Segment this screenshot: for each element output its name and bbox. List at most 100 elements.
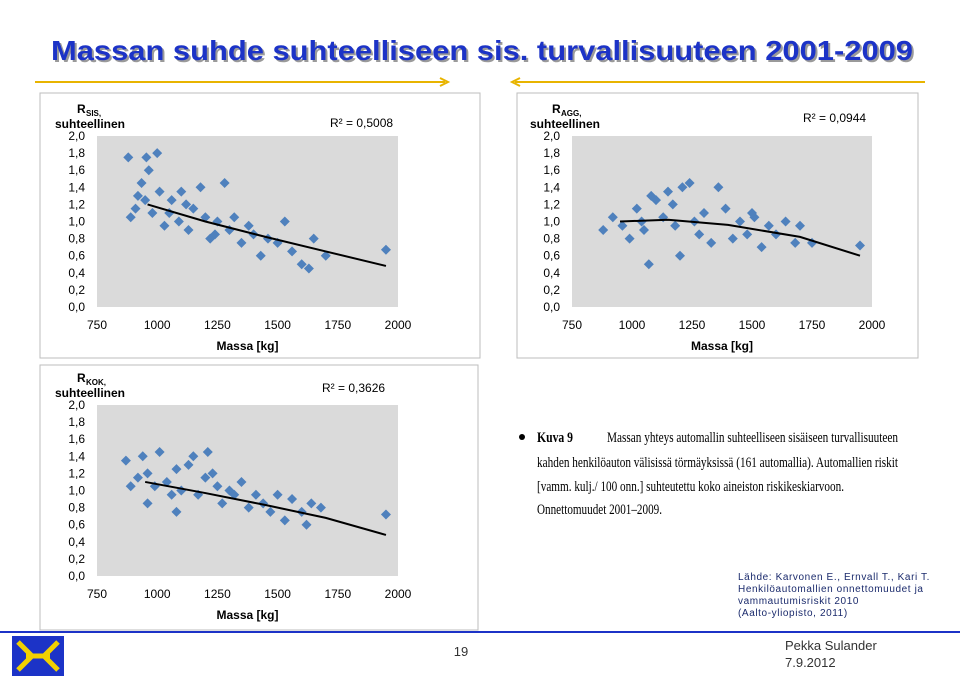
- x-tick-label: 1500: [739, 318, 766, 332]
- plot-area: [97, 405, 398, 576]
- y-tick-label: 0,0: [68, 569, 85, 583]
- y-tick-label: 2,0: [68, 398, 85, 412]
- scatter-point: [720, 203, 731, 214]
- divider-arrow: [509, 77, 521, 87]
- scatter-point: [706, 237, 717, 248]
- y-axis-symbol: R: [77, 102, 86, 116]
- x-tick-label: 1500: [264, 587, 291, 601]
- scatter-point: [183, 459, 194, 470]
- y-tick-label: 1,2: [543, 197, 560, 211]
- x-tick-label: 1750: [799, 318, 826, 332]
- scatter-point: [631, 203, 642, 214]
- scatter-point: [152, 148, 163, 159]
- scatter-point: [265, 506, 276, 517]
- source-line: Lähde: Karvonen E., Ernvall T., Kari T.: [738, 572, 930, 583]
- y-tick-label: 2,0: [68, 129, 85, 143]
- scatter-point: [125, 481, 136, 492]
- y-tick-label: 0,2: [543, 283, 560, 297]
- y-tick-label: 0,8: [68, 232, 85, 246]
- caption-line: [vamm. kulj./ 100 onn.] suhteutettu koko…: [537, 479, 844, 495]
- scatter-point: [181, 199, 192, 210]
- y-tick-label: 1,6: [68, 432, 85, 446]
- scatter-point: [219, 178, 230, 189]
- scatter-point: [272, 489, 283, 500]
- scatter-point: [651, 195, 661, 206]
- divider-arrow: [439, 77, 451, 87]
- scatter-point: [171, 464, 182, 475]
- y-axis-label: suhteellinen: [55, 117, 125, 131]
- scatter-point: [756, 242, 767, 253]
- x-tick-label: 2000: [385, 587, 412, 601]
- scatter-point: [287, 246, 298, 257]
- y-tick-label: 0,8: [68, 501, 85, 515]
- r-squared: R² = 0,0944: [803, 111, 866, 125]
- y-tick-label: 1,6: [68, 163, 85, 177]
- y-tick-label: 0,4: [68, 266, 85, 280]
- scatter-point: [735, 216, 745, 227]
- scatter-point: [154, 447, 165, 458]
- bullet: [519, 434, 525, 440]
- scatter-point: [207, 468, 218, 479]
- y-tick-label: 1,0: [68, 484, 85, 498]
- scatter-point: [643, 259, 654, 270]
- y-tick-label: 0,6: [543, 249, 560, 263]
- scatter-point: [132, 190, 143, 201]
- y-tick-label: 2,0: [543, 129, 560, 143]
- scatter-point: [301, 519, 312, 530]
- scatter-point: [795, 220, 805, 231]
- slide-title: Massan suhde suhteelliseen sis. turvalli…: [51, 35, 913, 66]
- x-tick-label: 1250: [204, 318, 231, 332]
- y-tick-label: 0,0: [68, 300, 85, 314]
- author: Pekka Sulander: [785, 638, 877, 653]
- source-line: vammautumisriskit 2010: [738, 596, 859, 607]
- y-tick-label: 0,2: [68, 283, 85, 297]
- scatter-point: [303, 263, 314, 274]
- scatter-point: [667, 199, 678, 210]
- y-tick-label: 0,6: [68, 518, 85, 532]
- scatter-point: [607, 212, 618, 223]
- scatter-point: [684, 178, 695, 189]
- scatter-point: [147, 207, 158, 218]
- scatter-point: [624, 233, 635, 244]
- scatter-point: [308, 233, 319, 244]
- scatter-point: [279, 515, 290, 526]
- scatter-point: [255, 250, 266, 261]
- y-tick-label: 0,0: [543, 300, 560, 314]
- x-tick-label: 750: [87, 587, 107, 601]
- y-tick-label: 1,8: [68, 146, 85, 160]
- caption-line: Onnettomuudet 2001–2009.: [537, 502, 662, 518]
- y-axis-label: suhteellinen: [55, 386, 125, 400]
- y-tick-label: 1,4: [68, 449, 85, 463]
- logo: [12, 636, 64, 676]
- x-axis-label: Massa [kg]: [216, 339, 278, 353]
- scatter-point: [217, 498, 228, 509]
- x-tick-label: 1000: [144, 318, 171, 332]
- y-axis-label: suhteellinen: [530, 117, 600, 131]
- scatter-point: [598, 225, 609, 236]
- date: 7.9.2012: [785, 655, 836, 670]
- chart: 0,0 0,2 0,4 0,6 0,8 1,0 1,2 1,4 1,6 1,8 2,0 750 1000…: [39, 92, 481, 359]
- y-tick-label: 0,2: [68, 552, 85, 566]
- x-tick-label: 1000: [144, 587, 171, 601]
- scatter-point: [183, 225, 194, 236]
- page-number: 19: [454, 644, 468, 659]
- plot-area: [572, 136, 872, 307]
- scatter-point: [140, 195, 151, 206]
- scatter-point: [315, 502, 326, 513]
- scatter-point: [142, 498, 153, 509]
- scatter-point: [142, 468, 153, 479]
- scatter-point: [120, 455, 131, 466]
- y-axis-symbol: R: [77, 371, 86, 385]
- trendline: [147, 203, 387, 267]
- x-tick-label: 750: [562, 318, 582, 332]
- scatter-point: [188, 203, 199, 214]
- scatter-point: [132, 472, 143, 483]
- scatter-point: [742, 229, 753, 240]
- y-tick-label: 1,8: [68, 415, 85, 429]
- scatter-point: [243, 220, 254, 231]
- scatter-point: [143, 165, 154, 176]
- caption-line: kahden henkilöauton välisissä törmäyksis…: [537, 455, 899, 471]
- x-tick-label: 750: [87, 318, 107, 332]
- scatter-point: [694, 229, 705, 240]
- scatter-point: [130, 203, 141, 214]
